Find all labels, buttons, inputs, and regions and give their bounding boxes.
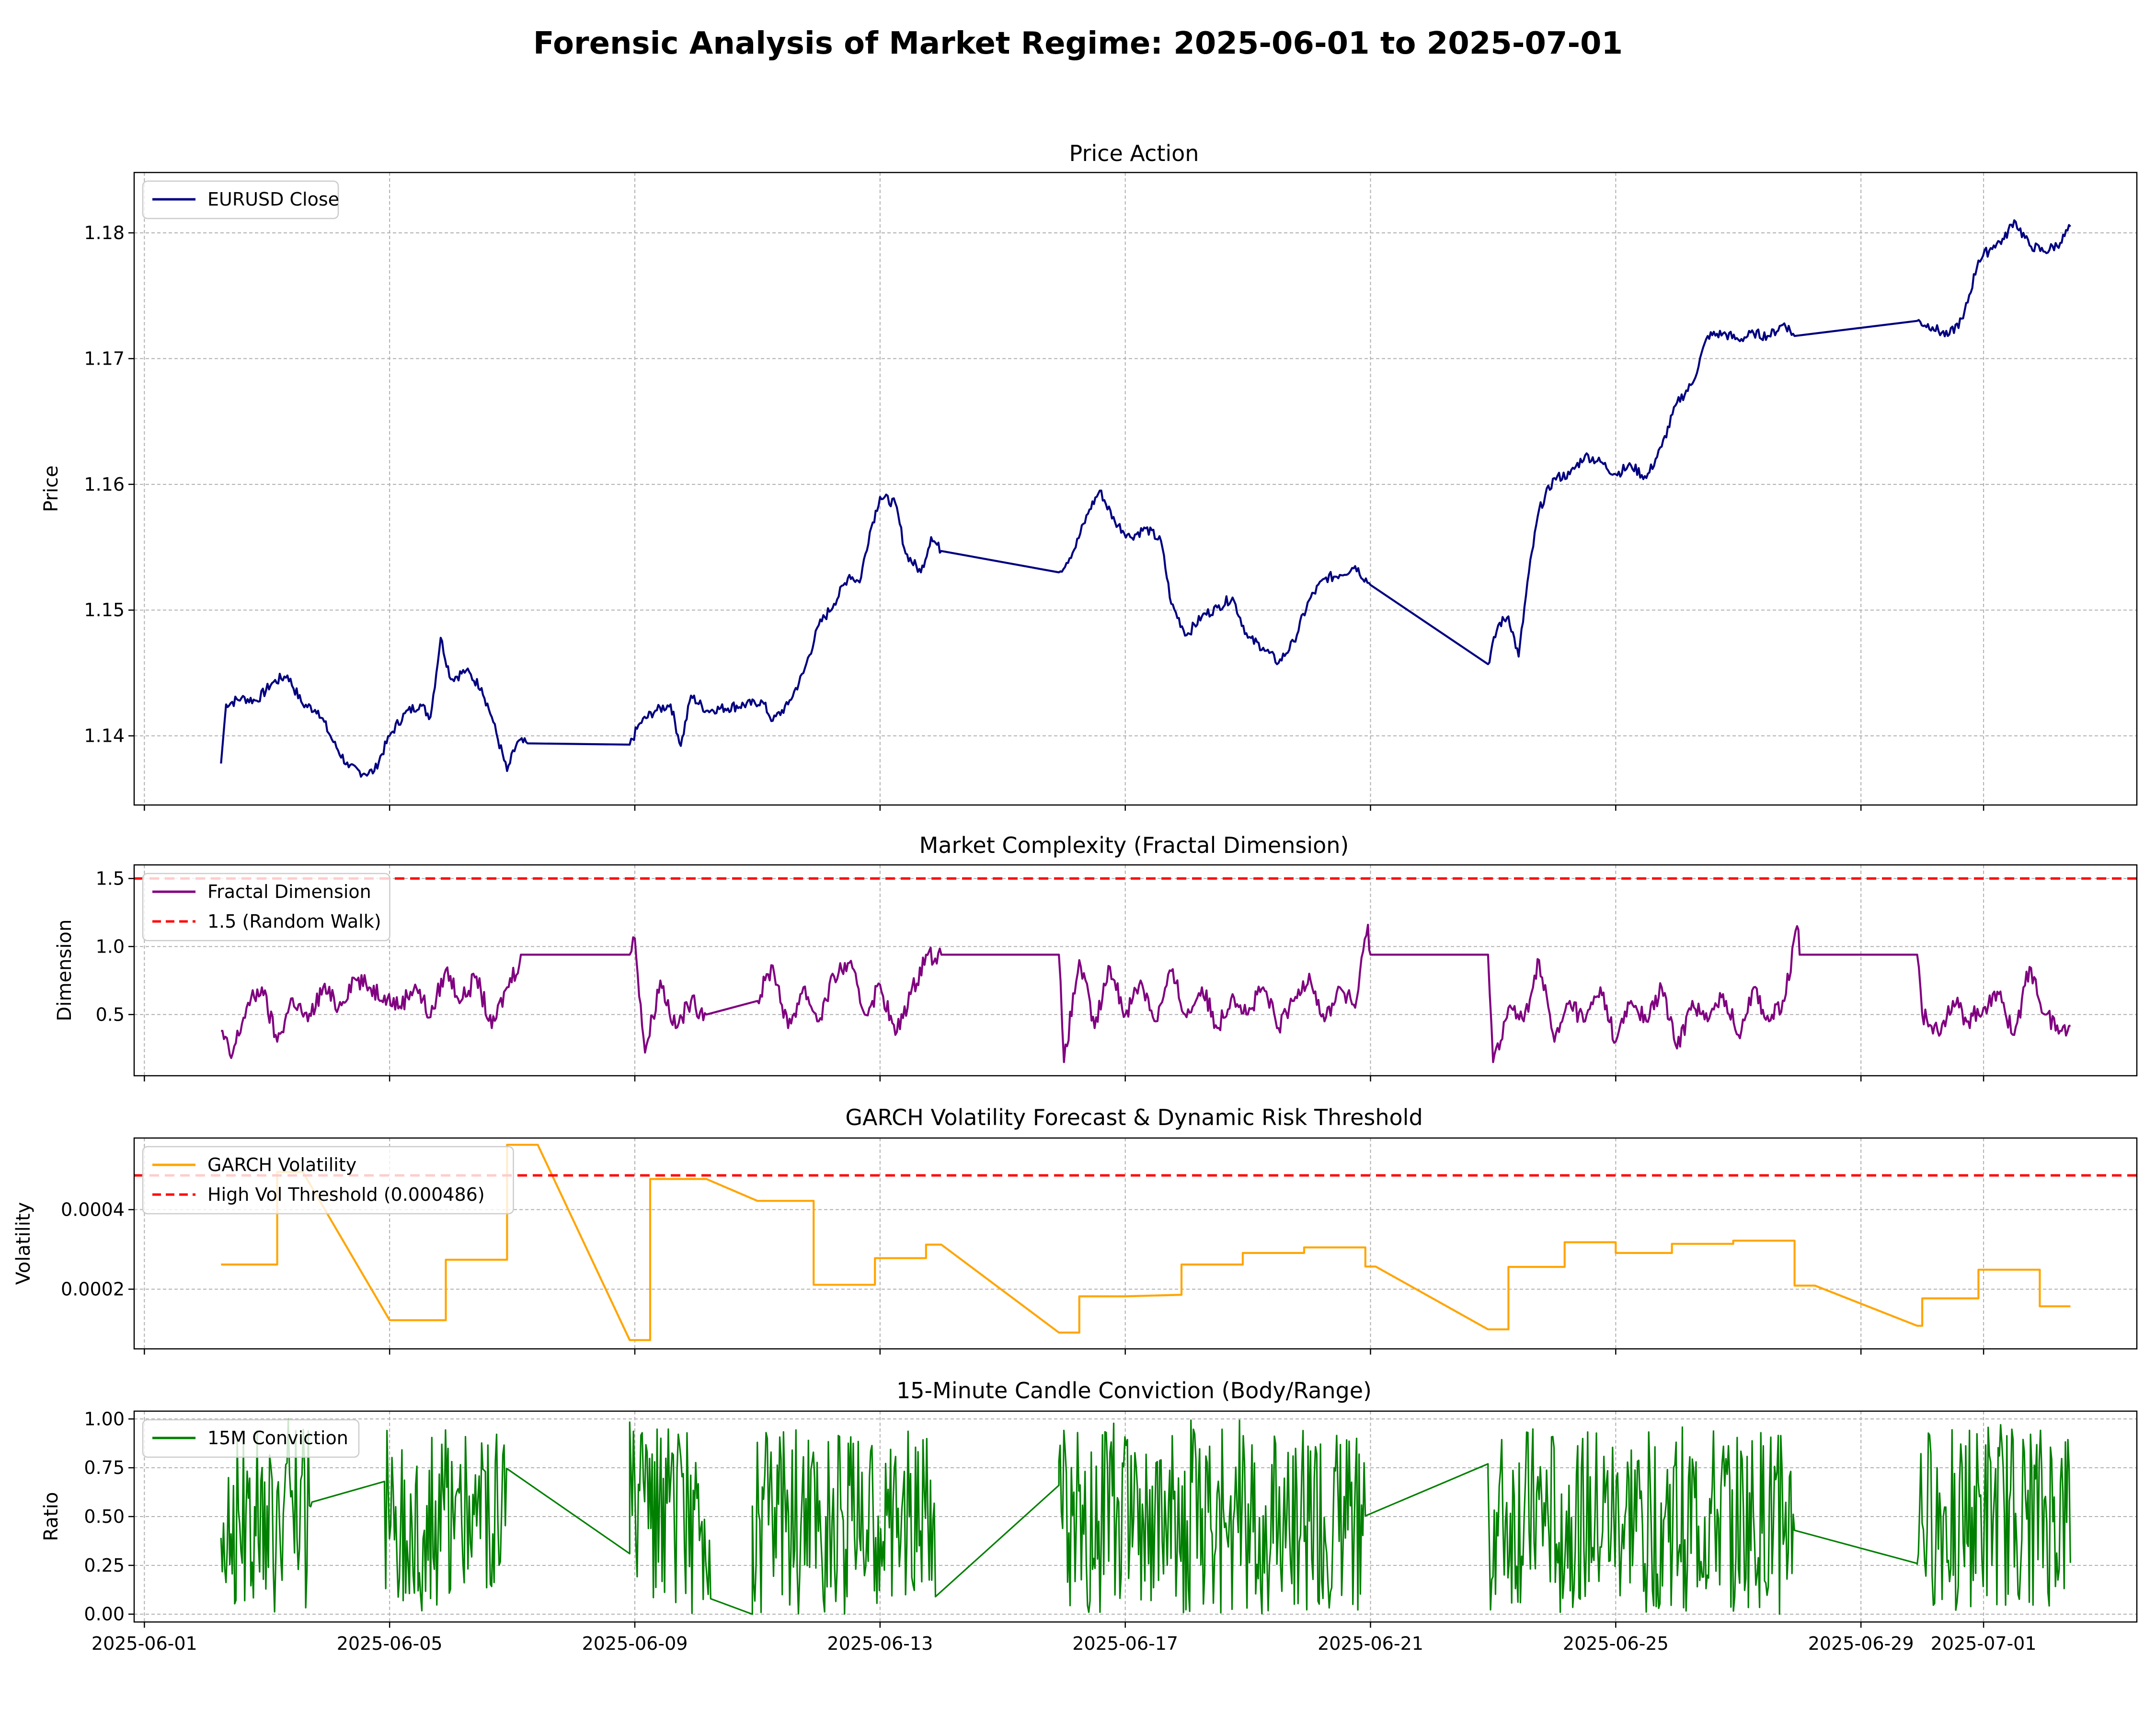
series-line <box>221 1144 2071 1341</box>
y-tick-label: 0.50 <box>84 1506 125 1527</box>
volatility-plot-area <box>133 1137 2138 1350</box>
y-tick-label: 0.25 <box>84 1555 125 1576</box>
y-tick-label: 1.18 <box>84 222 125 243</box>
price-y-axis: 1.14 1.15 1.16 1.17 1.18 <box>84 222 134 747</box>
legend-box <box>142 180 339 219</box>
x-tick-label: 2025-06-05 <box>337 1633 443 1654</box>
plot-frame <box>133 864 2138 1077</box>
conviction-x-axis: 2025-06-01 2025-06-05 2025-06-09 2025-06-13… <box>92 1622 2037 1654</box>
y-tick-label: 1.17 <box>84 348 125 369</box>
y-tick-label: 1.5 <box>96 868 125 889</box>
volatility-axis-label: Volatility <box>12 1202 34 1285</box>
garch-volatility-title: GARCH Volatility Forecast & Dynamic Risk… <box>845 1104 1422 1130</box>
y-tick-label: 0.0002 <box>61 1278 125 1300</box>
y-tick-label: 0.00 <box>84 1604 125 1625</box>
conviction-y-axis: 0.00 0.25 0.50 0.75 1.00 <box>84 1408 134 1625</box>
price-plot-area <box>133 172 2138 806</box>
legend-box <box>142 1146 514 1215</box>
dimension-legend: Fractal Dimension 1.5 (Random Walk) <box>142 873 390 942</box>
dimension-axis-label: Dimension <box>54 920 76 1022</box>
fractal-dimension-title: Market Complexity (Fractal Dimension) <box>919 832 1349 858</box>
volatility-legend: GARCH Volatility High Vol Threshold (0.00… <box>142 1146 514 1215</box>
price-action-title: Price Action <box>1069 140 1199 166</box>
volatility-x-axis <box>144 1349 1984 1355</box>
ratio-axis-label: Ratio <box>40 1492 62 1541</box>
price-action-panel: Price Action Price 1.141.151.161.171.18 … <box>40 140 2138 811</box>
y-tick-label: 1.14 <box>84 725 125 747</box>
conviction-title: 15-Minute Candle Conviction (Body/Range) <box>896 1378 1372 1403</box>
legend-label: 1.5 (Random Walk) <box>207 911 381 932</box>
x-tick-label: 2025-06-09 <box>582 1633 688 1654</box>
price-axis-label: Price <box>40 465 62 512</box>
plot-frame <box>133 172 2138 806</box>
x-tick-label: 2025-06-13 <box>827 1633 933 1654</box>
y-tick-label: 0.75 <box>84 1457 125 1478</box>
legend-label: GARCH Volatility <box>207 1154 356 1175</box>
y-tick-label: 1.00 <box>84 1408 125 1429</box>
price-x-axis <box>144 805 1984 811</box>
y-tick-label: 1.16 <box>84 474 125 495</box>
x-tick-label: 2025-06-21 <box>1318 1633 1423 1654</box>
volatility-y-axis: 0.0002 0.0004 <box>61 1199 134 1300</box>
x-tick-label: 2025-07-01 <box>1931 1633 2037 1654</box>
fractal-dimension-panel: Market Complexity (Fractal Dimension) Di… <box>54 832 2138 1081</box>
series-line <box>221 923 2071 1063</box>
plot-frame <box>133 1137 2138 1350</box>
legend-box <box>142 873 390 942</box>
garch-volatility-panel: GARCH Volatility Forecast & Dynamic Risk… <box>12 1104 2138 1355</box>
conviction-legend: 15M Conviction <box>142 1419 360 1458</box>
figure-title: Forensic Analysis of Market Regime: 2025… <box>533 26 1623 61</box>
y-tick-label: 1.15 <box>84 599 125 621</box>
price-legend: EURUSD Close <box>142 180 339 219</box>
legend-label: EURUSD Close <box>207 189 339 210</box>
y-tick-label: 0.0004 <box>61 1199 125 1220</box>
legend-box <box>142 1419 360 1458</box>
y-tick-label: 1.0 <box>96 936 125 957</box>
dimension-x-axis <box>144 1076 1984 1081</box>
x-tick-label: 2025-06-01 <box>92 1633 197 1654</box>
series-line <box>220 219 2071 778</box>
legend-label: High Vol Threshold (0.000486) <box>207 1184 485 1205</box>
x-tick-label: 2025-06-29 <box>1808 1633 1914 1654</box>
price-grid <box>134 172 2137 805</box>
x-tick-label: 2025-06-25 <box>1563 1633 1669 1654</box>
series-line <box>220 1418 2071 1615</box>
x-tick-label: 2025-06-17 <box>1072 1633 1178 1654</box>
legend-label: Fractal Dimension <box>207 881 371 902</box>
y-tick-label: 0.5 <box>96 1004 125 1025</box>
conviction-panel: 15-Minute Candle Conviction (Body/Range)… <box>40 1378 2138 1654</box>
dimension-y-axis: 0.5 1.0 1.5 <box>96 868 134 1025</box>
dimension-grid <box>134 865 2137 1076</box>
dimension-plot-area <box>133 864 2138 1077</box>
legend-label: 15M Conviction <box>207 1427 348 1449</box>
